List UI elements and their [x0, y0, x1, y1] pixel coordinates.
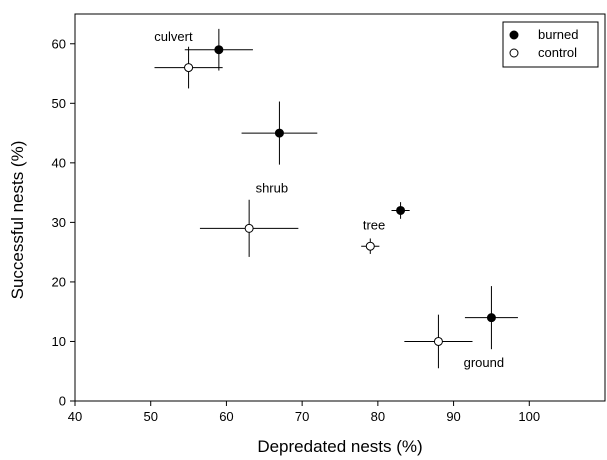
y-axis-label: Successful nests (%) — [8, 141, 27, 300]
control-point — [365, 241, 375, 251]
legend-burned-marker — [509, 30, 519, 40]
x-tick-label: 70 — [295, 409, 309, 424]
y-tick-label: 30 — [52, 215, 66, 230]
y-tick-label: 60 — [52, 36, 66, 51]
control-point — [244, 223, 254, 233]
legend-control-marker — [509, 48, 519, 58]
y-tick-label: 0 — [59, 394, 66, 409]
legend-entry-control: control — [538, 45, 577, 60]
x-axis: 40 50 60 70 80 90 100 — [68, 401, 540, 424]
x-axis-label: Depredated nests (%) — [257, 437, 422, 456]
x-tick-label: 40 — [68, 409, 82, 424]
burned-point — [274, 128, 284, 138]
burned-point — [486, 313, 496, 323]
legend-box — [502, 21, 599, 68]
y-axis: 0 10 20 30 40 50 60 — [52, 36, 75, 409]
annotation-label: culvert — [154, 29, 193, 44]
y-tick-label: 50 — [52, 96, 66, 111]
annotation-label: ground — [464, 355, 504, 370]
legend-entry-burned: burned — [538, 27, 578, 42]
annotation-label: tree — [363, 218, 385, 233]
y-tick-label: 40 — [52, 155, 66, 170]
plot-frame — [74, 13, 606, 402]
plot-border — [74, 13, 606, 402]
burned-point — [396, 205, 406, 215]
x-tick-label: 60 — [219, 409, 233, 424]
annotations: culvert shrub tree ground — [154, 29, 504, 370]
x-tick-label: 100 — [518, 409, 540, 424]
annotation-label: shrub — [256, 181, 289, 196]
legend: burned control — [502, 21, 599, 68]
x-tick-label: 90 — [446, 409, 460, 424]
control-point — [184, 63, 194, 73]
burned-point — [214, 45, 224, 55]
y-tick-label: 20 — [52, 274, 66, 289]
x-tick-label: 50 — [143, 409, 157, 424]
x-tick-label: 80 — [371, 409, 385, 424]
control-point — [433, 336, 443, 346]
data-marks — [154, 28, 518, 369]
y-tick-label: 10 — [52, 334, 66, 349]
